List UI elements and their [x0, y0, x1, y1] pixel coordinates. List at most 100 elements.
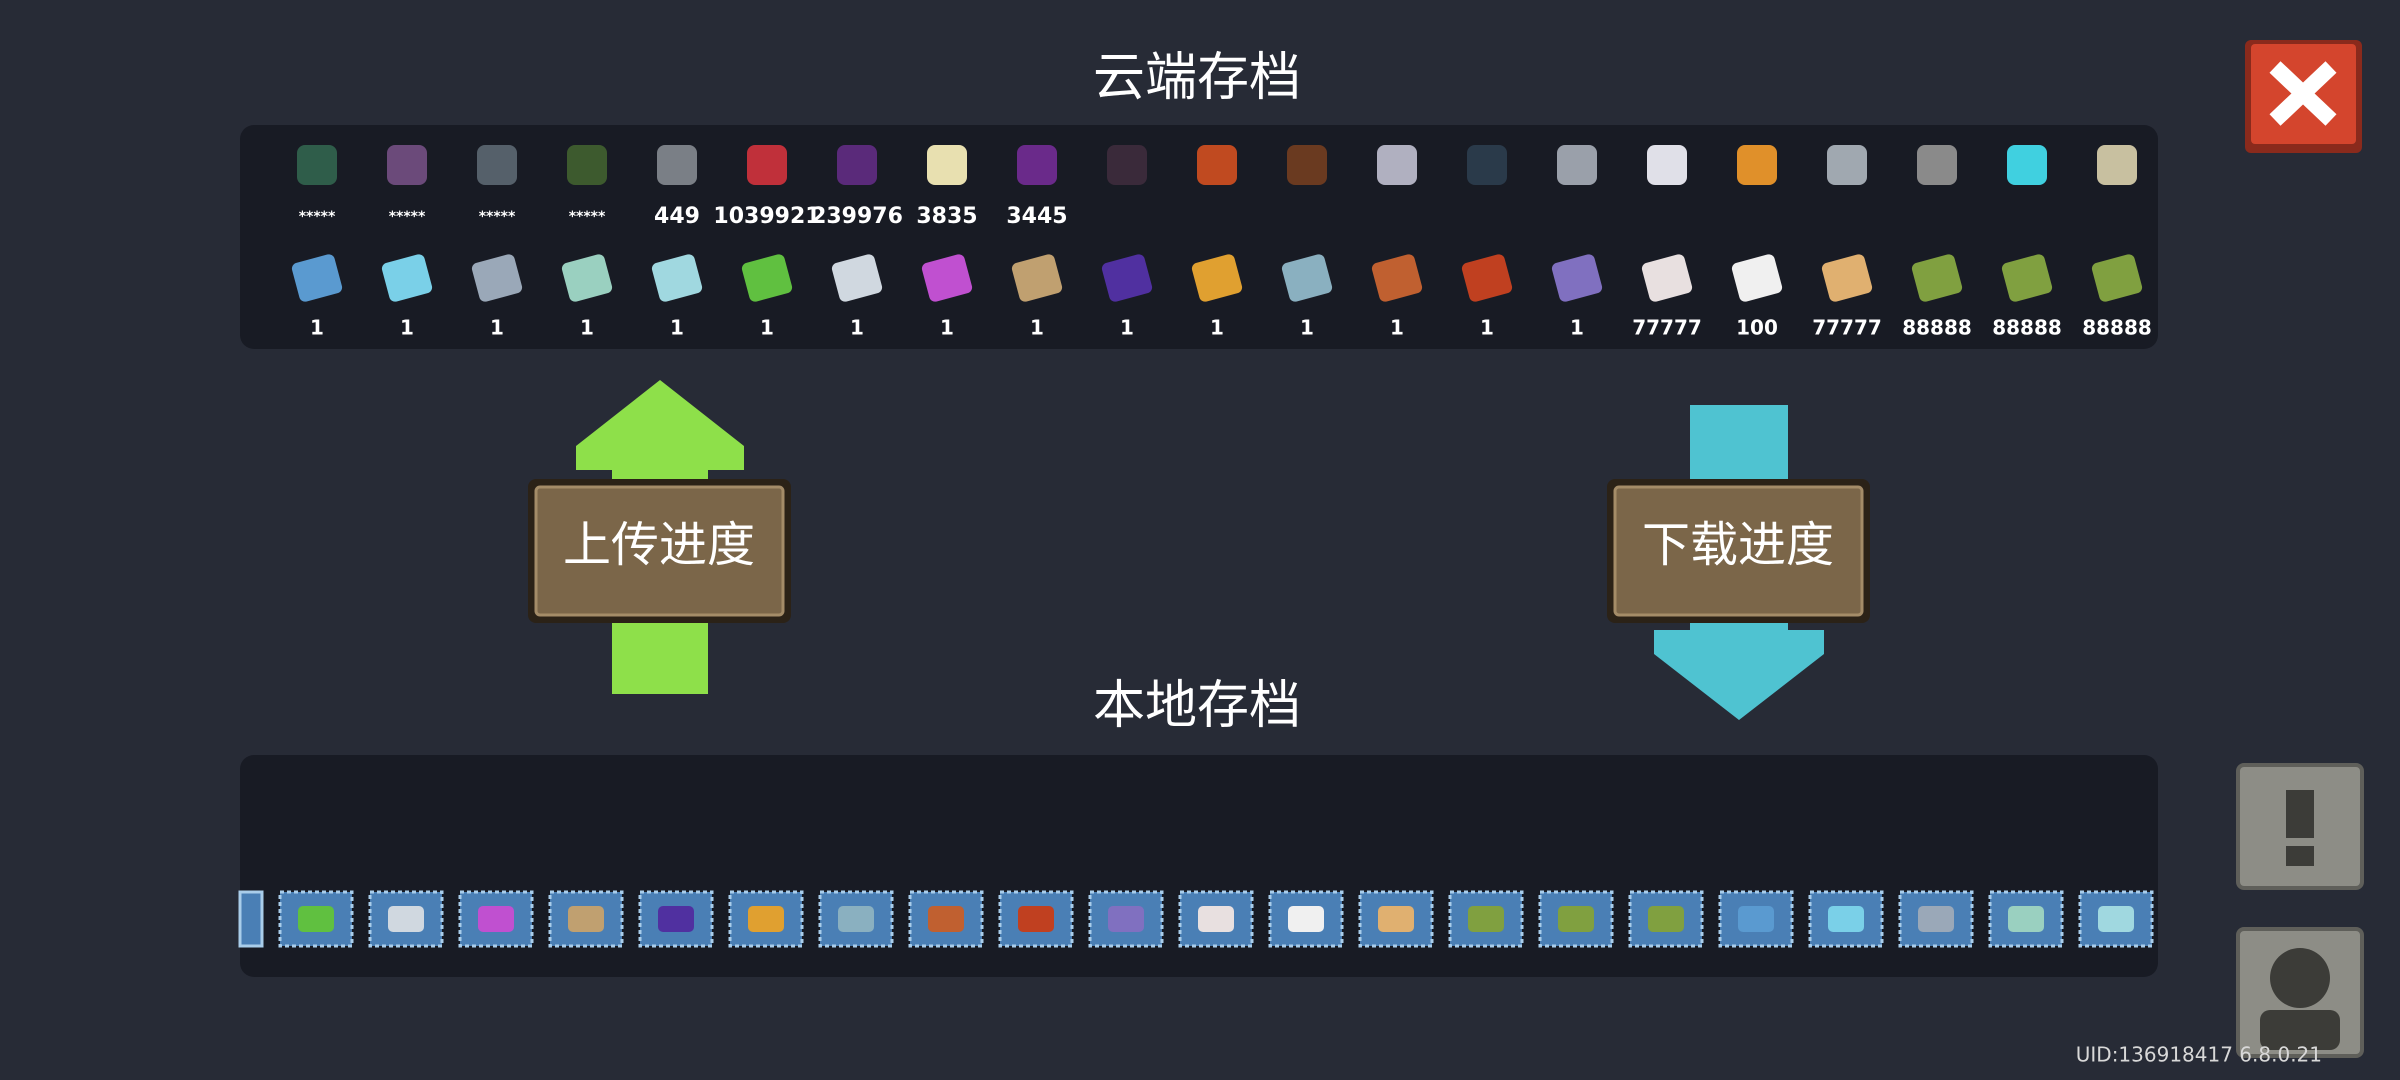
local-slot	[1448, 890, 1524, 948]
upload-label: 上传进度	[563, 517, 755, 573]
download-button[interactable]: 下载进度	[1607, 479, 1870, 623]
local-item	[478, 906, 514, 932]
cloud-item-icon	[471, 254, 523, 302]
cloud-item-count: 1	[760, 316, 774, 340]
notice-icon	[2286, 790, 2314, 838]
local-item	[1018, 906, 1054, 932]
cloud-item-count: 1	[580, 316, 594, 340]
account-head	[2270, 948, 2330, 1008]
local-item	[1288, 906, 1324, 932]
cloud-icon	[1827, 145, 1867, 185]
download-label: 下载进度	[1642, 517, 1834, 573]
cloud-item-icon	[2091, 254, 2143, 302]
cloud-item-icon	[1281, 254, 1333, 302]
cloud-item-count: 1	[1480, 316, 1494, 340]
cloud-item-icon	[651, 254, 703, 302]
cloud-icon	[1287, 145, 1327, 185]
cloud-item-count: 88888	[1902, 316, 1972, 340]
cloud-count: *****	[299, 209, 336, 225]
upload-button[interactable]: 上传进度	[528, 479, 791, 623]
cloud-item-count: 1	[1300, 316, 1314, 340]
account-button[interactable]	[2236, 927, 2364, 1058]
notice-icon-dot	[2286, 846, 2314, 866]
local-item	[658, 906, 694, 932]
local-item	[1378, 906, 1414, 932]
cloud-icon	[1737, 145, 1777, 185]
local-item	[1108, 906, 1144, 932]
local-item	[2008, 906, 2044, 932]
local-item	[1198, 906, 1234, 932]
cloud-icon	[1197, 145, 1237, 185]
cloud-count: *****	[569, 209, 606, 225]
uid-text: UID:136918417 6.8.0.21	[2076, 1043, 2322, 1067]
upload-button-face	[534, 485, 785, 617]
cloud-item-count: 77777	[1632, 316, 1702, 340]
local-title: 本地存档	[1093, 676, 1301, 736]
cloud-item-count: 100	[1736, 316, 1778, 340]
local-item	[2098, 906, 2134, 932]
cloud-icon	[837, 145, 877, 185]
cloud-item-icon	[561, 254, 613, 302]
cloud-icon	[927, 145, 967, 185]
cloud-icon	[297, 145, 337, 185]
cloud-item-icon	[2001, 254, 2053, 302]
cloud-count: *****	[479, 209, 516, 225]
close-button[interactable]	[2245, 40, 2362, 153]
cloud-item-icon	[831, 254, 883, 302]
cloud-item-count: 1	[1120, 316, 1134, 340]
cloud-item-count: 1	[490, 316, 504, 340]
local-item	[1828, 906, 1864, 932]
local-item	[1648, 906, 1684, 932]
local-item	[1918, 906, 1954, 932]
cloud-icon	[1557, 145, 1597, 185]
cloud-item-count: 1	[1570, 316, 1584, 340]
cloud-icon	[1467, 145, 1507, 185]
local-item	[1738, 906, 1774, 932]
cloud-item-count: 1	[670, 316, 684, 340]
cloud-icon	[2097, 145, 2137, 185]
cloud-item-count: 88888	[1992, 316, 2062, 340]
cloud-icon	[1647, 145, 1687, 185]
cloud-item-icon	[1911, 254, 1963, 302]
cloud-item-icon	[1461, 254, 1513, 302]
local-item	[388, 906, 424, 932]
notice-button[interactable]	[2236, 763, 2364, 890]
local-slot-partial	[238, 890, 264, 948]
cloud-item-icon	[291, 254, 343, 302]
local-slot	[818, 890, 894, 948]
cloud-item-count: 77777	[1812, 316, 1882, 340]
cloud-count: 1039921	[713, 204, 820, 229]
cloud-item-icon	[381, 254, 433, 302]
cloud-count: 3835	[916, 204, 977, 229]
cloud-icon	[657, 145, 697, 185]
cloud-icon	[1017, 145, 1057, 185]
cloud-item-icon	[921, 254, 973, 302]
download-button-face	[1613, 485, 1864, 617]
cloud-item-count: 1	[1210, 316, 1224, 340]
cloud-item-count: 1	[1390, 316, 1404, 340]
cloud-item-icon	[1191, 254, 1243, 302]
local-item	[838, 906, 874, 932]
cloud-icon	[567, 145, 607, 185]
cloud-icon	[2007, 145, 2047, 185]
cloud-item-icon	[1101, 254, 1153, 302]
local-item	[1558, 906, 1594, 932]
cloud-count: 3445	[1006, 204, 1067, 229]
cloud-item-count: 88888	[2082, 316, 2152, 340]
close-icon	[2269, 61, 2337, 126]
cloud-item-icon	[1011, 254, 1063, 302]
local-item	[928, 906, 964, 932]
cloud-count: 449	[654, 204, 700, 229]
cloud-icon	[1917, 145, 1957, 185]
cloud-item-count: 1	[940, 316, 954, 340]
cloud-item-count: 1	[310, 316, 324, 340]
cloud-icon	[1107, 145, 1147, 185]
account-body	[2260, 1010, 2340, 1050]
cloud-icon	[1377, 145, 1417, 185]
cloud-item-count: 1	[400, 316, 414, 340]
cloud-item-icon	[1641, 254, 1693, 302]
cloud-count: *****	[389, 209, 426, 225]
cloud-item-icon	[1371, 254, 1423, 302]
